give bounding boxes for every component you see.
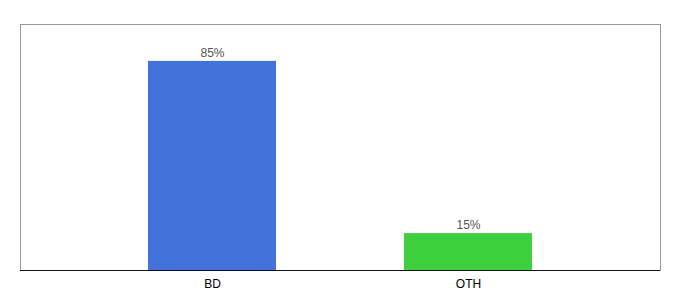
svg-text:OTH: OTH <box>456 277 481 291</box>
svg-text:15%: 15% <box>456 218 480 232</box>
svg-text:85%: 85% <box>200 46 224 60</box>
svg-text:BD: BD <box>204 277 221 291</box>
